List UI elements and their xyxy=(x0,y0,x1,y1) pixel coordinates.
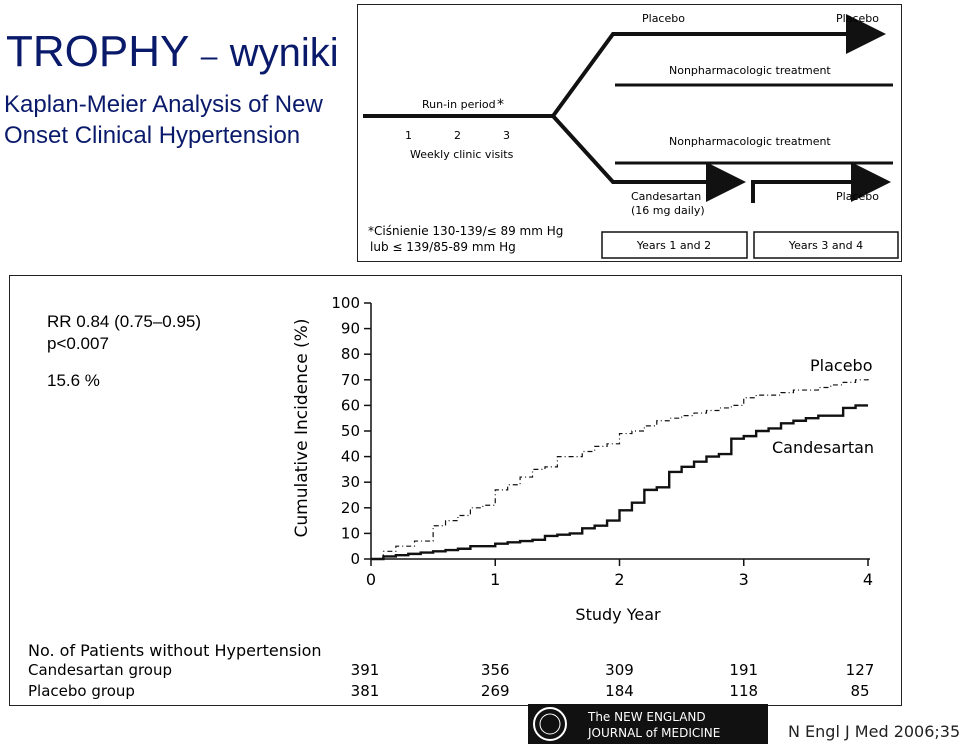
lower-branch-candesartan-line xyxy=(551,114,746,202)
title-main: TROPHY xyxy=(6,27,189,76)
x-axis-label: Study Year xyxy=(575,605,661,624)
footnote-line-1: *Ciśnienie 130-139/≤ 89 mm Hg xyxy=(368,224,563,238)
placebo-right-label: Placebo xyxy=(836,12,879,25)
journal-logo: The NEW ENGLAND JOURNAL of MEDICINE xyxy=(528,704,768,744)
nonpharm-bottom-label: Nonpharmacologic treatment xyxy=(669,135,831,148)
legend-placebo: Placebo xyxy=(810,356,872,375)
percent-text: 15.6 % xyxy=(47,371,100,390)
upper-branch-line xyxy=(551,14,886,118)
table-cell: 391 xyxy=(351,661,380,679)
journal-line-2: JOURNAL of MEDICINE xyxy=(587,726,720,740)
years-1-2-box xyxy=(601,231,748,259)
y-tick-label: 90 xyxy=(341,320,360,338)
y-tick-label: 20 xyxy=(341,499,360,517)
x-tick-label: 4 xyxy=(863,570,873,589)
lower-branch-placebo-line xyxy=(751,162,891,203)
legend-candesartan: Candesartan xyxy=(772,438,874,457)
chart-axes: 0 10 20 30 40 50 60 70 80 90 100 0 1 2 3 4 xyxy=(331,294,873,589)
journal-seal-icon: The NEW ENGLAND JOURNAL of MEDICINE xyxy=(533,707,720,741)
y-tick-label: 80 xyxy=(341,345,360,363)
table-cell: 127 xyxy=(846,661,875,679)
p-value-text: p<0.007 xyxy=(47,334,109,353)
chart-series xyxy=(371,377,869,561)
candesartan-label: Candesartan xyxy=(631,190,701,203)
placebo-late-label: Placebo xyxy=(836,190,879,203)
series-placebo-line xyxy=(371,377,869,560)
journal-line-1: The NEW ENGLAND xyxy=(587,710,706,724)
years-3-4-box xyxy=(753,231,899,259)
table-cell: 191 xyxy=(729,661,758,679)
y-tick-label: 100 xyxy=(331,294,360,312)
y-axis-label: Cumulative Incidence (%) xyxy=(292,319,312,538)
run-in-star: * xyxy=(497,97,504,113)
x-tick-label: 1 xyxy=(490,570,500,589)
kaplan-meier-chart: 0 10 20 30 40 50 60 70 80 90 100 0 1 2 3 4 Cumulative I… xyxy=(28,294,874,700)
y-tick-label: 60 xyxy=(341,396,360,414)
y-tick-label: 10 xyxy=(341,524,360,542)
x-tick-label: 0 xyxy=(366,570,376,589)
kaplan-meier-panel: RR 0.84 (0.75–0.95) p<0.007 15.6 % 0 10 20… xyxy=(9,275,902,706)
table-row-label: Placebo group xyxy=(28,682,135,700)
table-cell: 85 xyxy=(850,682,869,700)
y-tick-label: 50 xyxy=(341,422,360,440)
study-design-panel: Placebo Placebo Nonpharmacologic treatme… xyxy=(357,4,902,262)
study-design-diagram: Placebo Placebo Nonpharmacologic treatme… xyxy=(363,12,899,259)
table-cell: 269 xyxy=(481,682,510,700)
y-tick-label: 30 xyxy=(341,473,360,491)
table-title: No. of Patients without Hypertension xyxy=(28,641,322,660)
table-cell: 184 xyxy=(605,682,634,700)
slide-title: TROPHY – wyniki xyxy=(6,30,339,74)
table-row-label: Candesartan group xyxy=(28,661,172,679)
y-tick-label: 70 xyxy=(341,371,360,389)
x-tick-label: 3 xyxy=(739,570,749,589)
y-tick-label: 40 xyxy=(341,448,360,466)
visit-3: 3 xyxy=(503,129,510,142)
visit-1: 1 xyxy=(405,129,412,142)
table-cell: 356 xyxy=(481,661,510,679)
x-tick-label: 2 xyxy=(614,570,624,589)
patients-table: Candesartan group 391 356 309 191 127 Placebo … xyxy=(28,661,874,700)
dose-label: (16 mg daily) xyxy=(631,204,705,217)
series-candesartan-line xyxy=(371,404,868,561)
y-tick-label: 0 xyxy=(350,550,360,568)
placebo-left-label: Placebo xyxy=(642,12,685,25)
weekly-visits-label: Weekly clinic visits xyxy=(410,148,514,161)
visit-2: 2 xyxy=(454,129,461,142)
nonpharm-top-label: Nonpharmacologic treatment xyxy=(669,64,831,77)
rr-text: RR 0.84 (0.75–0.95) xyxy=(47,312,202,331)
title-sub: wyniki xyxy=(229,31,339,75)
slide-subtitle: Kaplan-Meier Analysis of New Onset Clini… xyxy=(4,91,323,149)
table-cell: 118 xyxy=(729,682,758,700)
years-3-4-label: Years 3 and 4 xyxy=(788,239,863,252)
title-dash: – xyxy=(200,40,218,73)
years-1-2-label: Years 1 and 2 xyxy=(636,239,711,252)
table-cell: 309 xyxy=(605,661,634,679)
footnote-line-2: lub ≤ 139/85-89 mm Hg xyxy=(370,240,516,254)
citation-text: N Engl J Med 2006;354. xyxy=(788,722,960,741)
table-cell: 381 xyxy=(351,682,380,700)
run-in-label: Run-in period xyxy=(422,98,496,111)
